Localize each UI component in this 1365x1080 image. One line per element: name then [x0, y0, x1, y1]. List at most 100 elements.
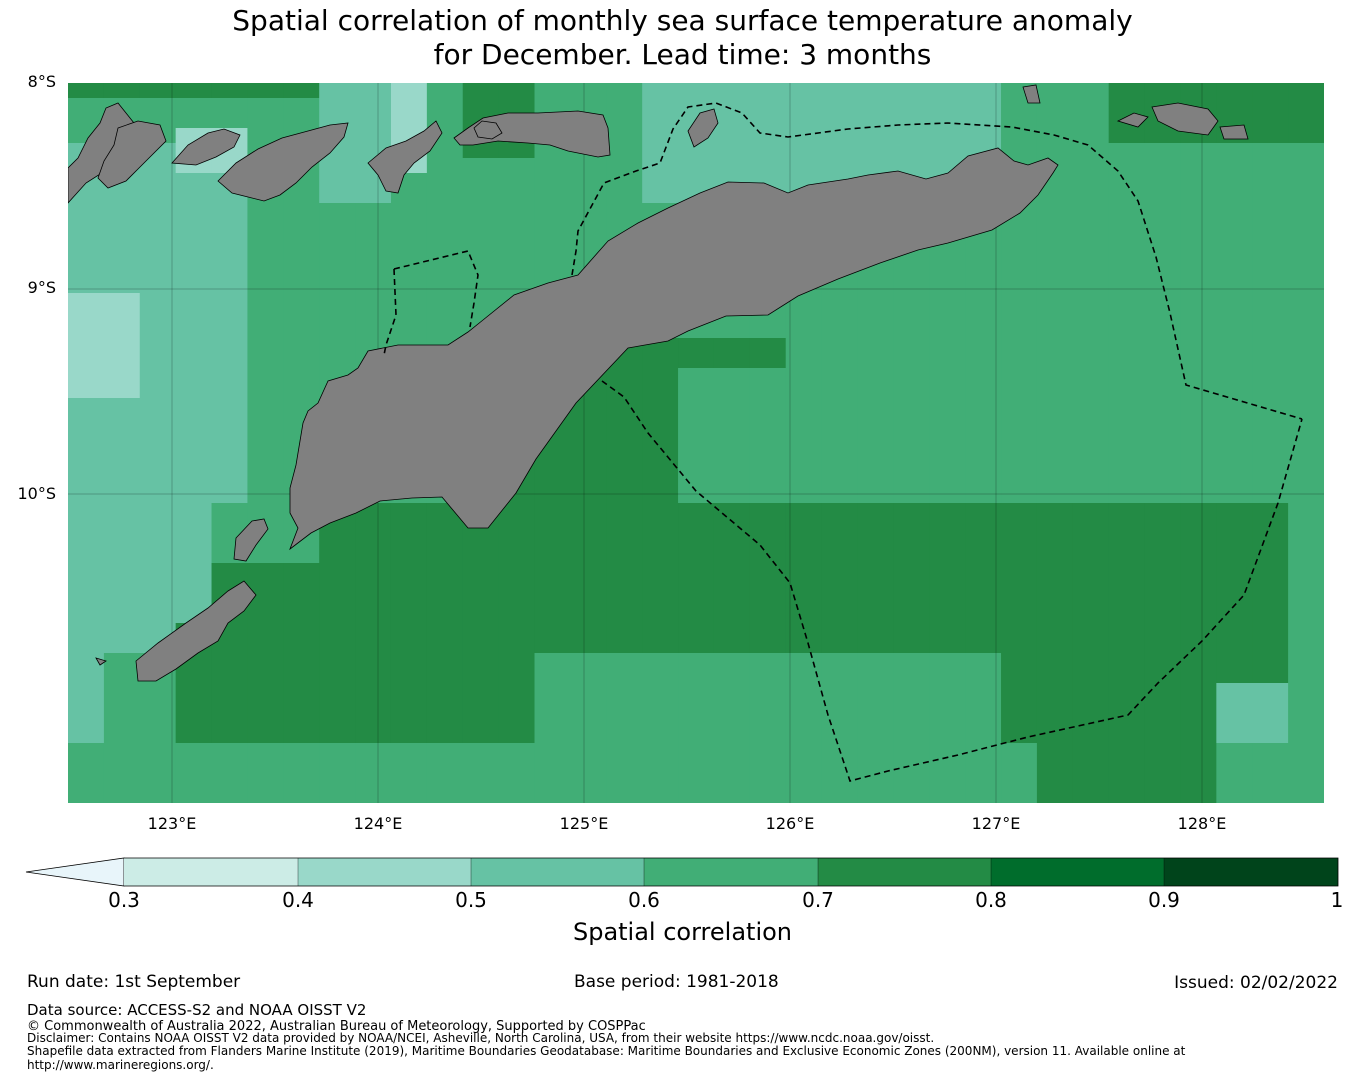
grid-cell [678, 533, 715, 549]
grid-cell [857, 143, 894, 159]
grid-cell [606, 788, 643, 803]
grid-cell [1288, 188, 1324, 204]
grid-cell [390, 203, 428, 219]
grid-cell [534, 98, 571, 114]
grid-cell [1288, 413, 1324, 429]
grid-cell [1108, 743, 1146, 759]
grid-cell [965, 623, 1002, 639]
grid-cell [606, 548, 643, 564]
grid-cell [1001, 653, 1038, 669]
grid-cell [355, 683, 392, 699]
grid-cell [1108, 218, 1146, 234]
grid-cell [570, 473, 607, 489]
grid-cell [821, 698, 859, 714]
grid-cell [319, 683, 356, 699]
colorbar-label: Spatial correlation [572, 918, 793, 946]
issued-date: Issued: 02/02/2022 [1174, 973, 1338, 993]
grid-cell [893, 728, 930, 744]
grid-cell [570, 173, 607, 189]
grid-cell [139, 578, 177, 594]
grid-cell [355, 323, 392, 339]
grid-cell [247, 758, 284, 774]
grid-cell [1180, 488, 1217, 504]
grid-cell [211, 203, 249, 219]
grid-cell [857, 113, 894, 129]
grid-cell [283, 353, 320, 369]
grid-cell [1144, 743, 1182, 759]
grid-cell [1072, 143, 1110, 159]
grid-cell [1216, 233, 1253, 249]
grid-cell [929, 578, 966, 594]
grid-cell [426, 773, 464, 789]
grid-cell [821, 623, 859, 639]
grid-cell [1108, 293, 1146, 309]
grid-cell [1180, 248, 1217, 264]
grid-cell [713, 113, 751, 129]
grid-cell [390, 113, 428, 129]
colorbar-tick-0.3: 0.3 [108, 888, 140, 912]
grid-cell [1216, 623, 1253, 639]
grid-cell [857, 413, 894, 429]
grid-cell [857, 593, 894, 609]
grid-cell [642, 488, 679, 504]
grid-cell [390, 698, 428, 714]
grid-cell [1072, 128, 1110, 144]
grid-cell [713, 533, 751, 549]
grid-cell [1252, 218, 1289, 234]
grid-cell [103, 443, 141, 459]
grid-cell [390, 233, 428, 249]
grid-cell [68, 503, 105, 519]
grid-cell [1072, 398, 1110, 414]
grid-cell [785, 518, 823, 534]
grid-cell [1036, 563, 1074, 579]
grid-cell [1216, 743, 1253, 759]
grid-cell [893, 128, 930, 144]
grid-cell [1036, 428, 1074, 444]
grid-cell [1288, 128, 1324, 144]
grid-cell [821, 158, 859, 174]
grid-cell [462, 758, 500, 774]
grid-cell [426, 233, 464, 249]
grid-cell [1036, 593, 1074, 609]
grid-cell [283, 653, 320, 669]
grid-cell [1180, 713, 1217, 729]
grid-cell [1001, 278, 1038, 294]
grid-cell [247, 668, 284, 684]
grid-cell [1108, 773, 1146, 789]
grid-cell [319, 218, 356, 234]
grid-cell [749, 113, 787, 129]
grid-cell [68, 218, 105, 234]
colorbar-tick-0.7: 0.7 [802, 888, 834, 912]
grid-cell [1108, 248, 1146, 264]
grid-cell [929, 98, 966, 114]
grid-cell [570, 98, 607, 114]
grid-cell [319, 98, 356, 114]
grid-cell [965, 308, 1002, 324]
grid-cell [1036, 458, 1074, 474]
grid-cell [462, 713, 500, 729]
grid-cell [713, 458, 751, 474]
grid-cell [1252, 113, 1289, 129]
grid-cell [1036, 728, 1074, 744]
grid-cell [1216, 98, 1253, 114]
grid-cell [857, 488, 894, 504]
grid-cell [175, 428, 213, 444]
grid-cell [893, 83, 930, 99]
grid-cell [390, 653, 428, 669]
colorbar-extend-arrow [25, 857, 125, 887]
grid-cell [139, 533, 177, 549]
grid-cell [139, 158, 177, 174]
grid-cell [1001, 488, 1038, 504]
grid-cell [534, 728, 571, 744]
grid-cell [1252, 653, 1289, 669]
grid-cell [642, 788, 679, 803]
grid-cell [534, 683, 571, 699]
grid-cell [247, 113, 284, 129]
grid-cell [1180, 758, 1217, 774]
grid-cell [247, 698, 284, 714]
grid-cell [426, 158, 464, 174]
grid-cell [175, 488, 213, 504]
grid-cell [749, 143, 787, 159]
grid-cell [462, 593, 500, 609]
grid-cell [498, 203, 536, 219]
